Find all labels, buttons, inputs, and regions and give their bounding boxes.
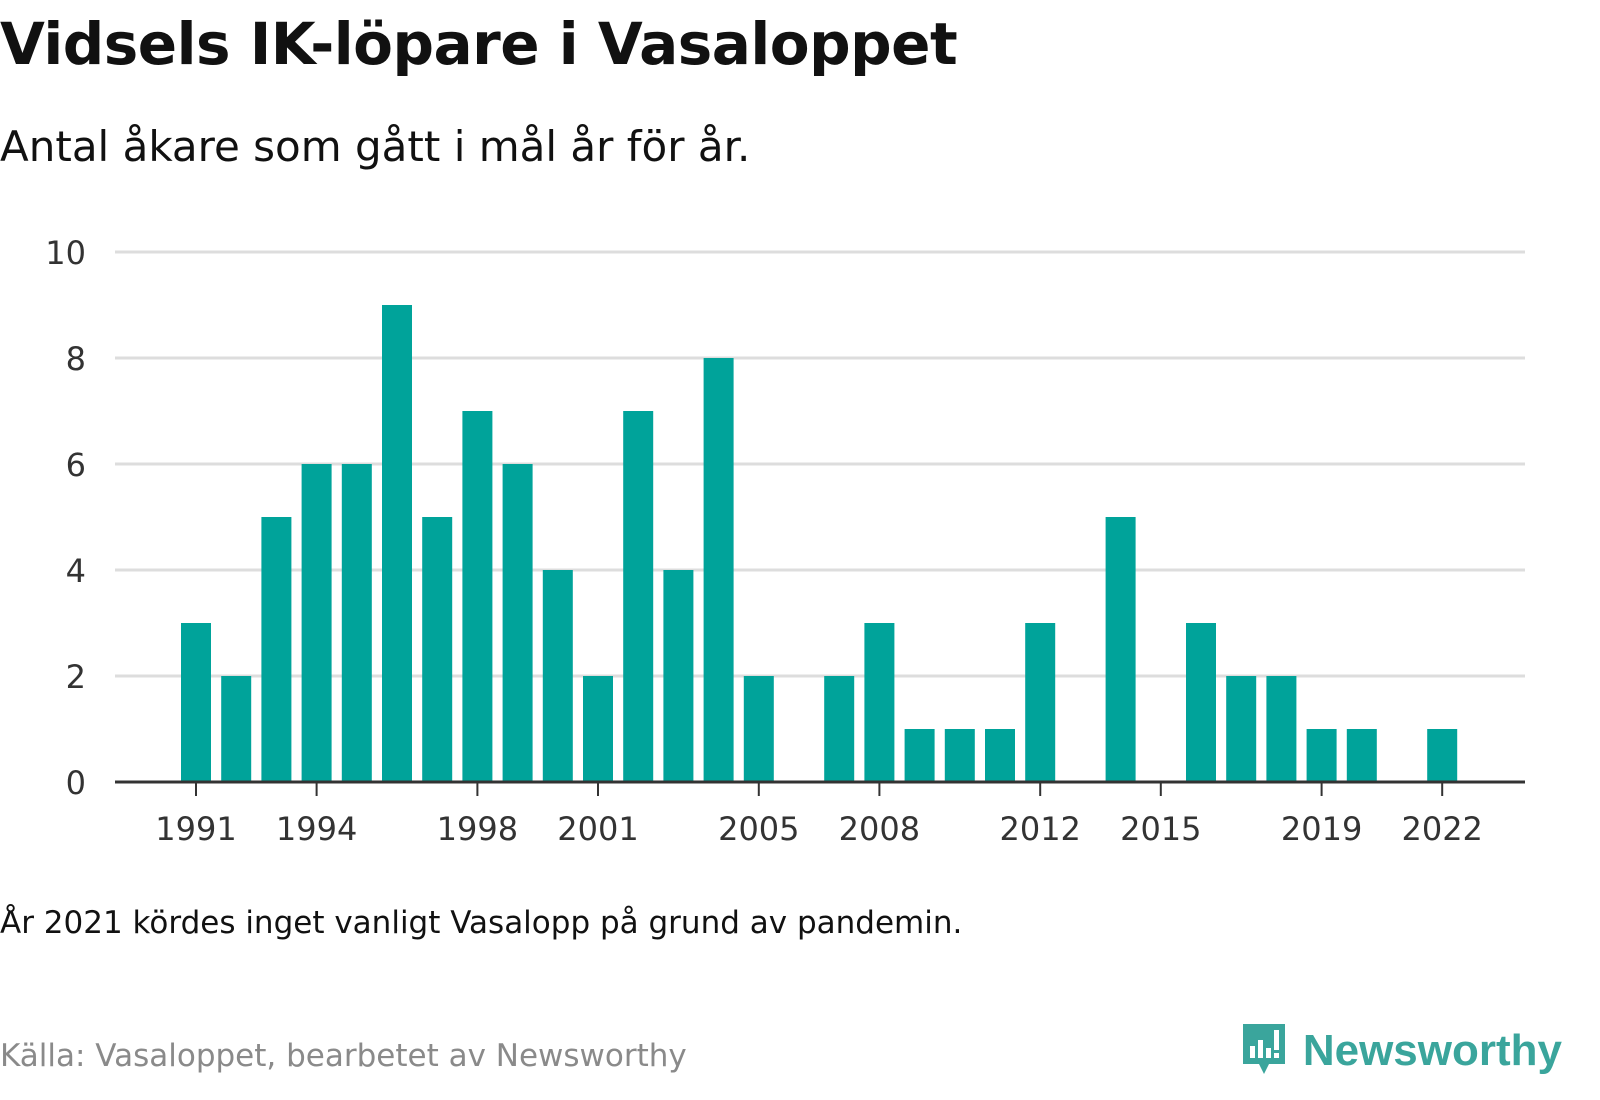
source-credit: Källa: Vasaloppet, bearbetet av Newswort…	[0, 1038, 687, 1074]
bar-1991	[181, 623, 211, 782]
y-tick-label: 0	[66, 764, 86, 802]
brand-name: Newsworthy	[1302, 1026, 1562, 1075]
bar-2018	[1266, 676, 1297, 782]
y-tick-label: 2	[66, 658, 86, 696]
bar-chart: 0 2 4 6 8 10 1991 1994 1998 2001 2005 2008 2012 2015 2…	[45, 234, 1525, 848]
bar-2009	[904, 729, 935, 782]
bar-2002	[623, 411, 654, 782]
bar-2000	[542, 570, 573, 782]
bar-2017	[1226, 676, 1257, 782]
bars	[181, 305, 1458, 782]
y-tick-label: 10	[45, 234, 86, 272]
y-tick-label: 4	[66, 552, 86, 590]
x-tick-label: 2012	[999, 810, 1080, 848]
bar-2008	[864, 623, 895, 782]
axes: 0 2 4 6 8 10 1991 1994 1998 2001 2005 2008 2012 2015 2…	[45, 234, 1525, 848]
chart-subtitle: Antal åkare som gått i mål år för år.	[0, 122, 751, 171]
x-tick-label: 2019	[1281, 810, 1362, 848]
x-tick-label: 2005	[718, 810, 799, 848]
newsworthy-logo-icon	[1239, 1020, 1289, 1082]
bar-1993	[261, 517, 292, 782]
bar-1997	[422, 517, 453, 782]
bar-1999	[502, 464, 533, 782]
bar-2022	[1427, 729, 1458, 782]
bar-2016	[1186, 623, 1216, 782]
bar-2001	[583, 676, 613, 782]
bar-2019	[1306, 729, 1337, 782]
chart-title: Vidsels IK-löpare i Vasaloppet	[0, 10, 958, 78]
footnote: År 2021 kördes inget vanligt Vasalopp på…	[0, 905, 963, 941]
bar-1996	[382, 305, 412, 782]
bar-1998	[462, 411, 493, 782]
x-tick-label: 2022	[1401, 810, 1482, 848]
bar-2010	[944, 729, 975, 782]
bar-2014	[1105, 517, 1136, 782]
x-tick-label: 2001	[557, 810, 638, 848]
bar-2020	[1346, 729, 1377, 782]
bar-1995	[341, 464, 372, 782]
x-tick-label: 1991	[155, 810, 236, 848]
bar-2012	[1025, 623, 1056, 782]
y-tick-label: 6	[66, 446, 86, 484]
bar-1992	[221, 676, 252, 782]
bar-2007	[824, 676, 855, 782]
x-tick-label: 2015	[1120, 810, 1201, 848]
x-tick-label: 1998	[437, 810, 518, 848]
y-tick-label: 8	[66, 340, 86, 378]
bar-1994	[301, 464, 332, 782]
x-tick-label: 1994	[276, 810, 357, 848]
brand-logo: Newsworthy	[1239, 1020, 1562, 1082]
bar-2011	[985, 729, 1015, 782]
bar-2005	[743, 676, 774, 782]
bar-2003	[663, 570, 694, 782]
x-tick-label: 2008	[839, 810, 920, 848]
bar-2004	[703, 358, 734, 782]
